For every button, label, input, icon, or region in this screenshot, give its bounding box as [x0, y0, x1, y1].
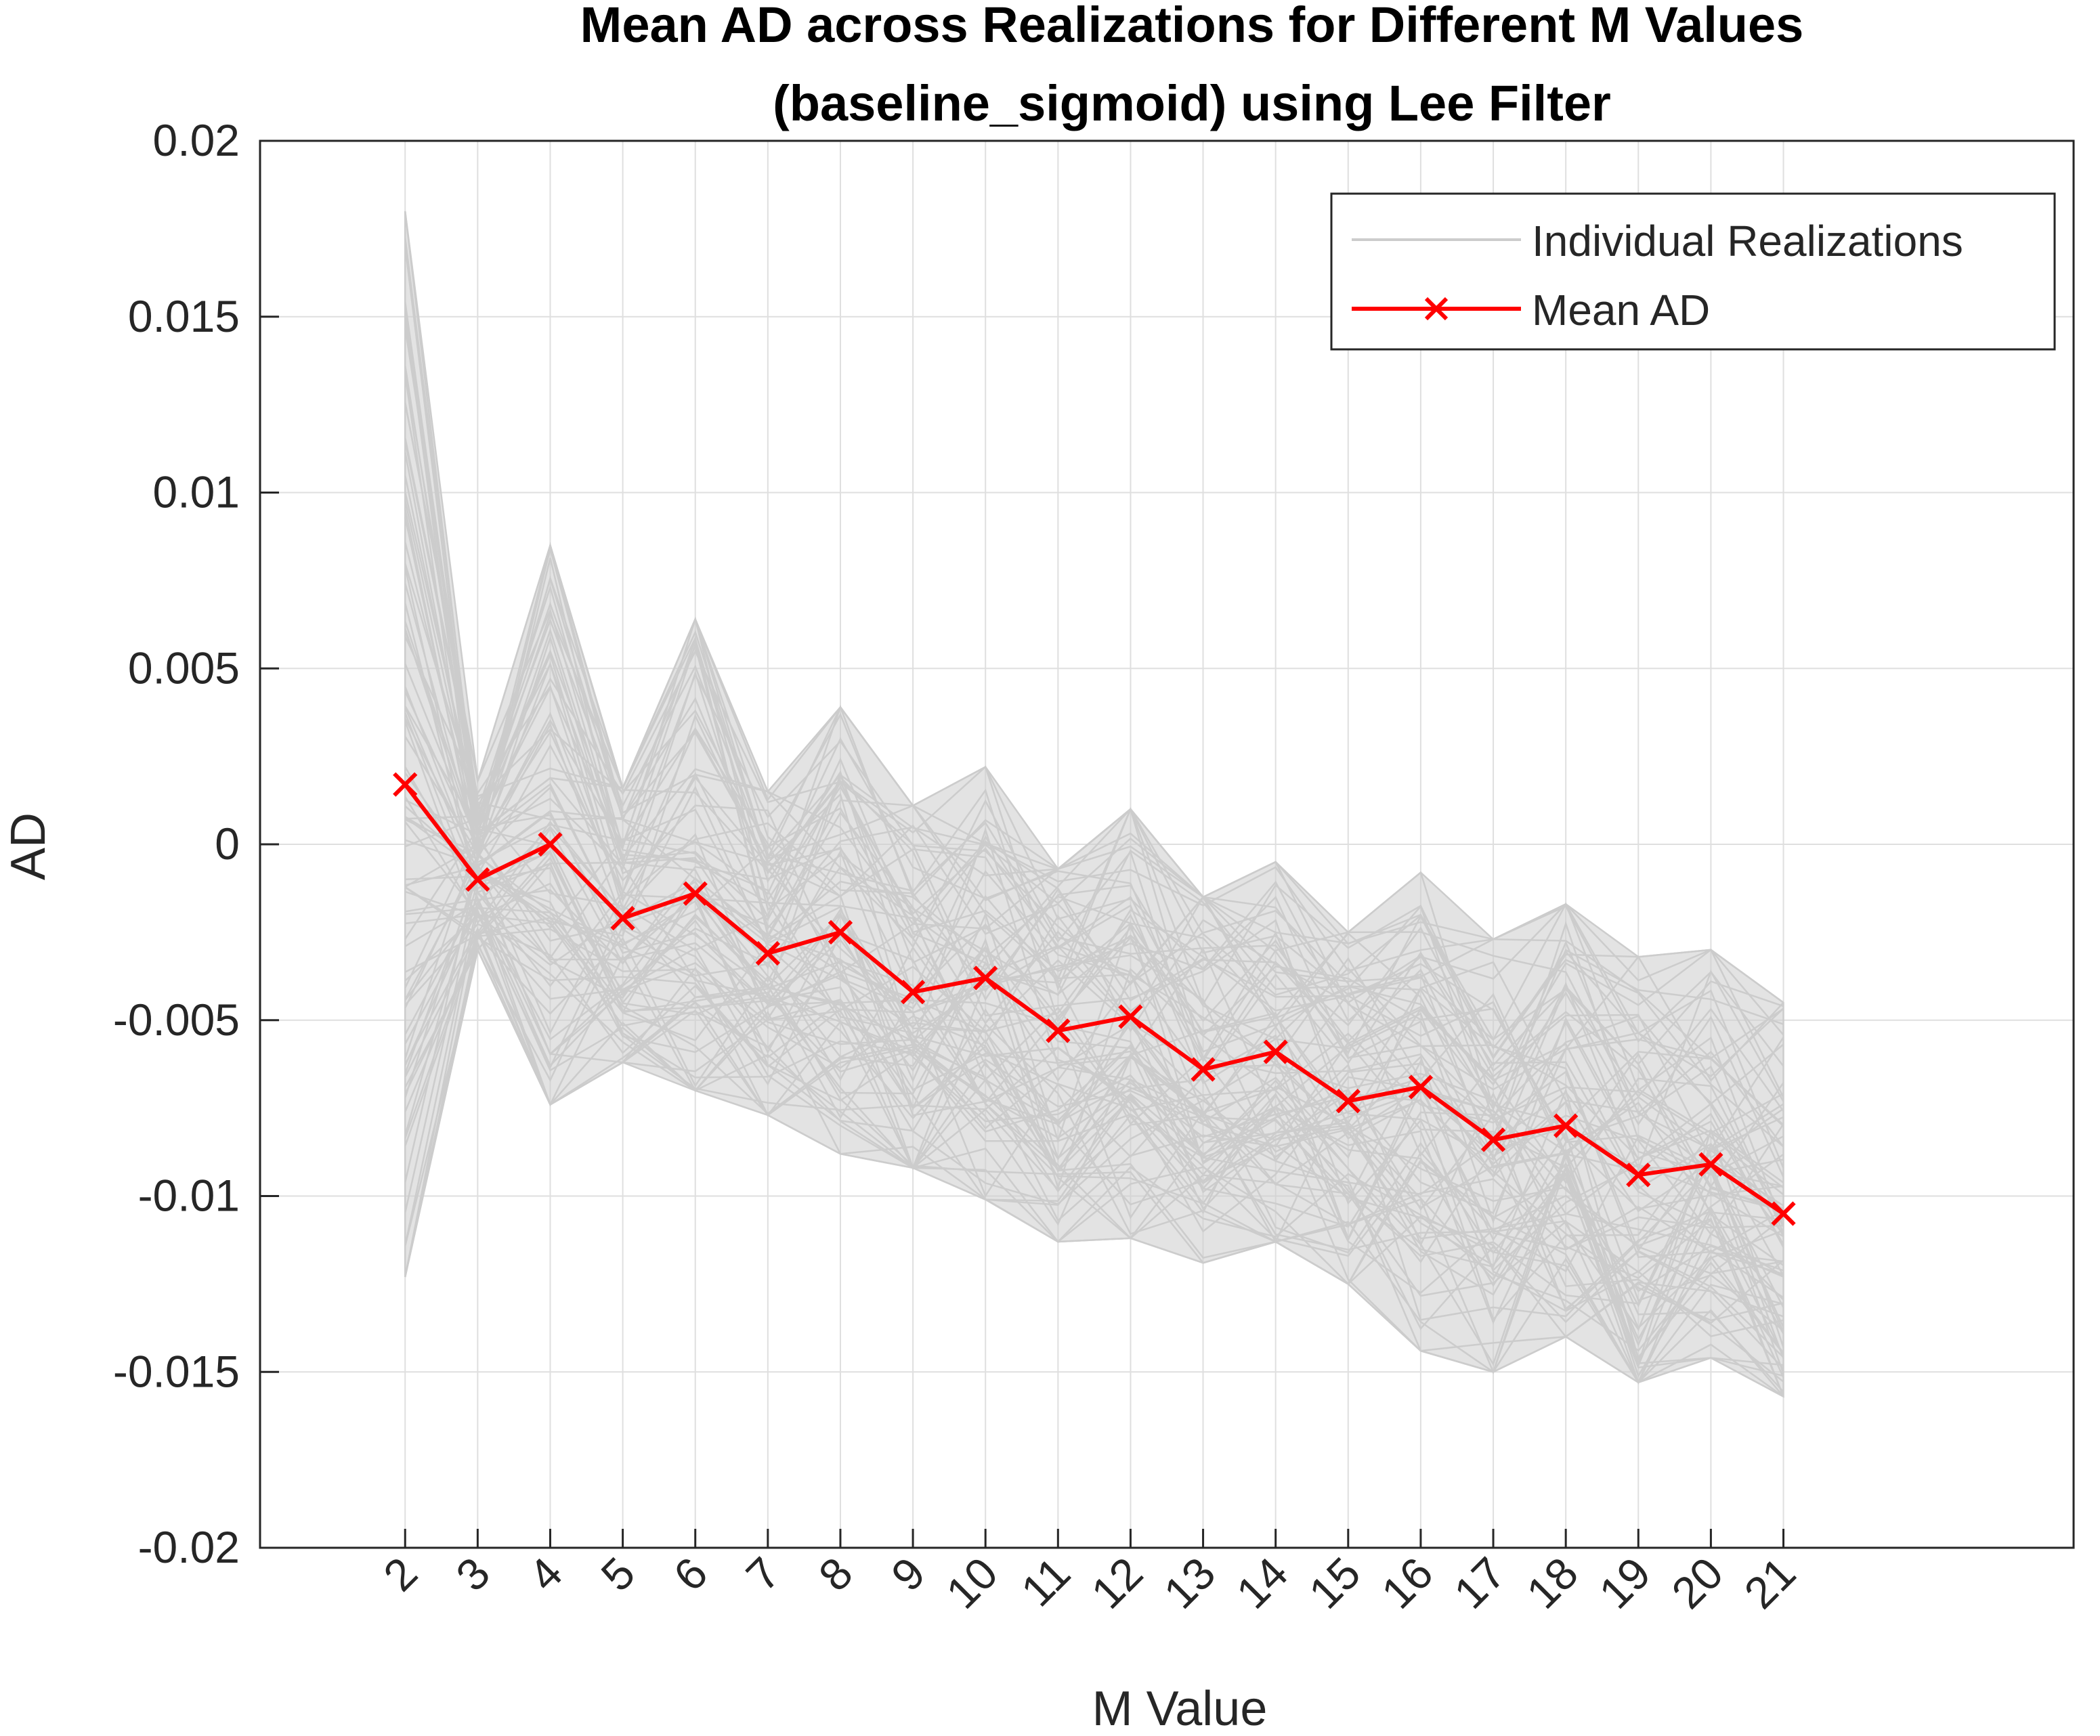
y-tick-label: -0.015: [113, 1346, 240, 1396]
mean-ad-line: [403, 783, 1785, 1215]
mean-ad-point: [393, 772, 418, 797]
mean-ad-point: [828, 919, 853, 945]
mean-ad-point: [755, 940, 780, 966]
mean-ad-point: [1626, 1163, 1651, 1188]
mean-ad-point: [1480, 1127, 1506, 1152]
y-tick-label: -0.005: [113, 995, 240, 1045]
mean-ad-point: [1046, 1018, 1071, 1043]
x-axis-label: M Value: [1092, 1682, 1268, 1736]
mean-ad-point: [900, 980, 926, 1005]
y-tick-label: 0.02: [153, 115, 240, 165]
mean-ad-point: [1408, 1075, 1434, 1100]
mean-ad-point: [973, 965, 998, 991]
legend-mean-marker: [1424, 297, 1449, 321]
y-tick-label: 0: [215, 819, 240, 869]
chart-subtitle: (baseline_sigmoid) using Lee Filter: [773, 75, 1611, 131]
mean-ad-point: [1771, 1201, 1796, 1226]
mean-ad-point: [538, 831, 563, 857]
y-tick-label: 0.01: [153, 467, 240, 517]
mean-ad-point: [610, 905, 635, 931]
chart-title: Mean AD across Realizations for Differen…: [580, 0, 1804, 53]
legend-mean-label: Mean AD: [1532, 286, 1710, 334]
legend: Individual Realizations Mean AD: [1330, 192, 2056, 351]
mean-ad-point: [1118, 1004, 1143, 1029]
mean-ad-point: [683, 881, 708, 906]
mean-ad-point: [1191, 1057, 1216, 1082]
legend-box: [1330, 192, 2056, 351]
y-tick-label: 0.005: [128, 643, 240, 693]
mean-ad-point: [1335, 1089, 1360, 1114]
mean-ad-point: [1553, 1113, 1579, 1138]
y-tick-label: -0.01: [138, 1171, 240, 1221]
y-axis-ticks: 0.02 0.015 0.01 0.005 0 -0.005 -0.01 -0.015 -0.0…: [113, 115, 279, 1572]
mean-ad-series: [393, 772, 1796, 1226]
legend-realizations-label: Individual Realizations: [1532, 217, 1963, 265]
mean-ad-point: [465, 867, 490, 892]
mean-ad-point: [1698, 1152, 1723, 1177]
y-tick-label: -0.02: [138, 1522, 240, 1572]
y-axis-label: AD: [1, 812, 56, 880]
y-tick-label: 0.015: [128, 291, 240, 341]
mean-ad-point: [1263, 1039, 1288, 1064]
